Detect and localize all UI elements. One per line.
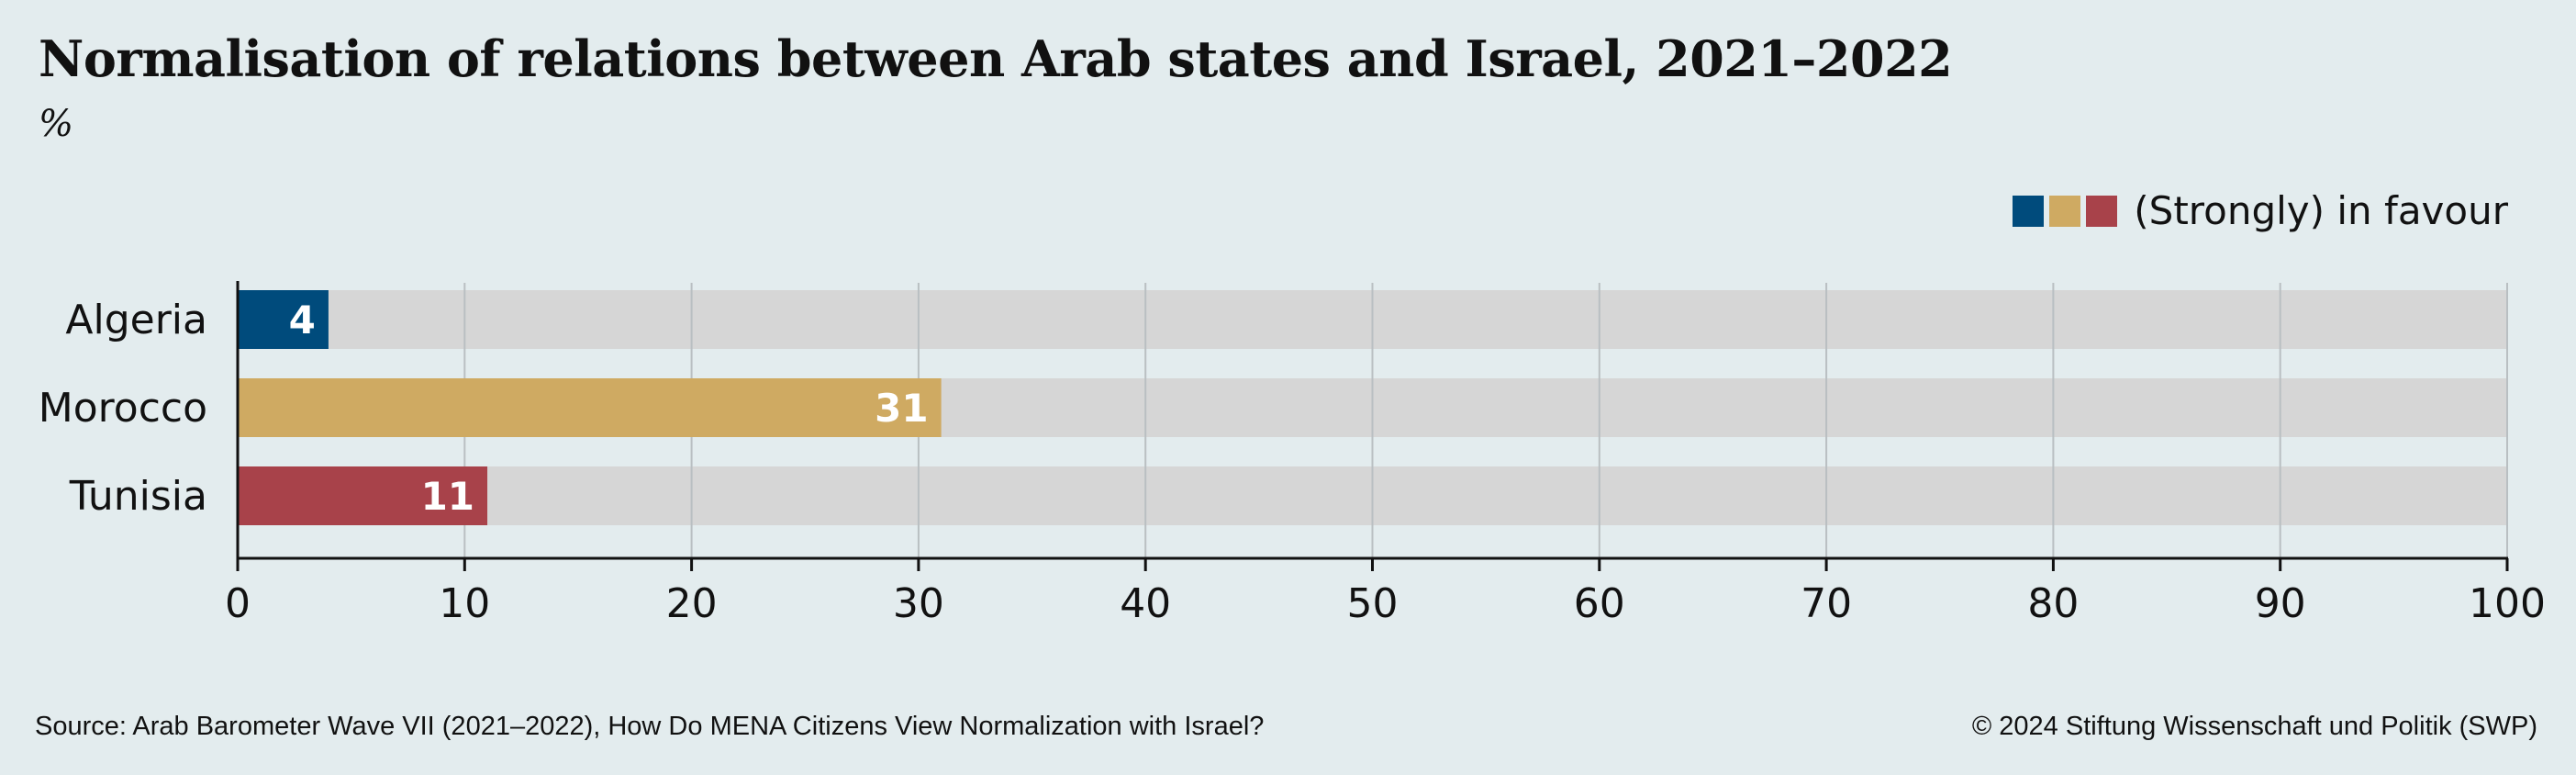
data-label-morocco: 31 [875,386,928,431]
data-label-tunisia: 11 [421,474,474,519]
data-label-algeria: 4 [289,298,316,343]
legend-label: (Strongly) in favour [2134,188,2508,233]
x-tick-label-70: 70 [1801,580,1852,627]
x-tick-label-90: 90 [2255,580,2306,627]
category-label-morocco: Morocco [39,385,207,432]
copyright-note: © 2024 Stiftung Wissenschaft und Politik… [1971,712,2537,741]
bar-algeria [238,290,329,349]
x-tick-label-0: 0 [225,580,251,627]
bar-tunisia [238,466,488,525]
x-tick-label-50: 50 [1347,580,1399,627]
legend-swatch-gold [2049,195,2081,227]
chart-unit: % [39,103,74,145]
x-tick-label-30: 30 [893,580,944,627]
chart-title: Normalisation of relations between Arab … [39,29,1953,88]
legend-swatch-blue [2013,195,2045,227]
source-note: Source: Arab Barometer Wave VII (2021–20… [35,712,1265,741]
legend: (Strongly) in favour [2013,188,2508,233]
bar-morocco [238,378,942,437]
category-label-algeria: Algeria [65,297,207,343]
legend-swatch-red [2086,195,2118,227]
x-tick-label-10: 10 [439,580,490,627]
x-tick-label-40: 40 [1120,580,1171,627]
category-label-tunisia: Tunisia [69,473,207,520]
x-tick-label-80: 80 [2027,580,2079,627]
x-tick-label-60: 60 [1574,580,1625,627]
x-tick-label-20: 20 [666,580,718,627]
x-tick-label-100: 100 [2469,580,2546,627]
